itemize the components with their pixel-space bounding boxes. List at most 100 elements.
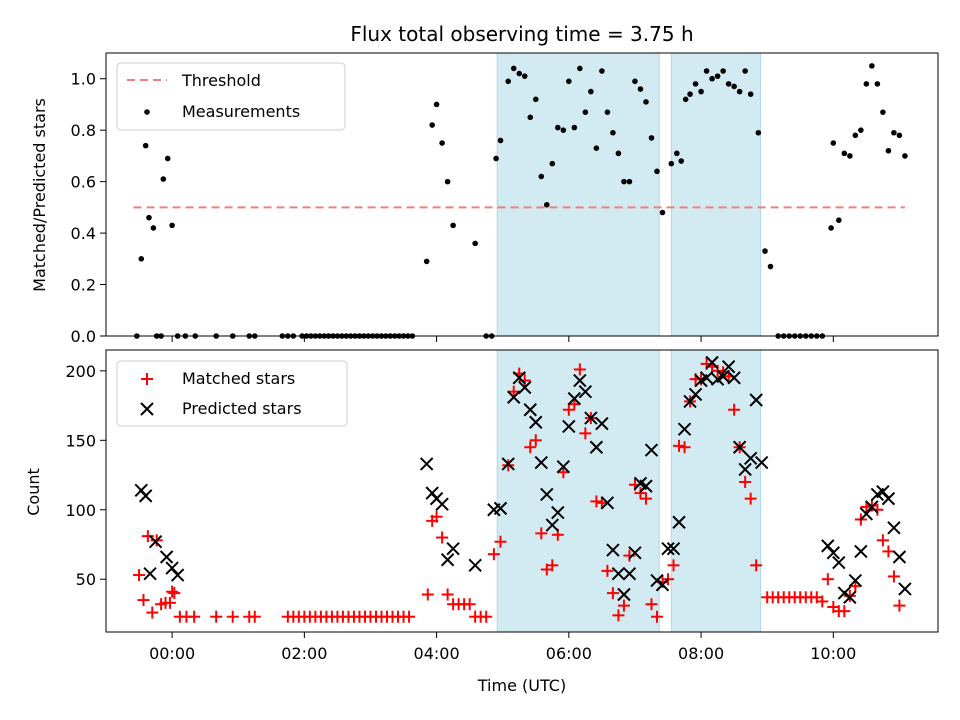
predicted-star-point xyxy=(716,369,730,384)
measurement-point xyxy=(549,160,556,167)
matched-star-point xyxy=(562,403,575,416)
measurement-point xyxy=(610,129,616,136)
predicted-star-point xyxy=(595,416,609,431)
measurement-point xyxy=(142,142,149,149)
predicted-star-point xyxy=(617,587,631,602)
predicted-star-point xyxy=(518,380,532,395)
y-tick-label: 0.8 xyxy=(71,121,96,140)
matched-star-point xyxy=(529,434,542,447)
predicted-star-point xyxy=(743,451,758,466)
matched-star-point xyxy=(141,530,154,543)
matched-star-point xyxy=(601,564,614,577)
measurements-legend-swatch xyxy=(144,109,150,115)
matched-star-point xyxy=(750,559,763,572)
x-tick-label: 10:00 xyxy=(810,644,856,663)
measurement-point xyxy=(668,160,675,167)
matched-star-point xyxy=(893,599,906,612)
measurement-point xyxy=(880,109,886,115)
matched-star-point xyxy=(860,500,873,513)
predicted-star-point xyxy=(848,573,863,588)
predicted-star-point xyxy=(159,550,174,564)
predicted-star-point xyxy=(887,521,901,535)
measurement-point xyxy=(863,81,870,87)
measurement-point xyxy=(621,178,627,185)
predicted-star-point xyxy=(545,518,560,532)
predicted-star-point xyxy=(600,496,615,510)
predicted-star-point xyxy=(468,558,482,573)
measurement-point xyxy=(527,114,534,121)
measurement-point xyxy=(847,153,853,159)
matched-star-point xyxy=(882,545,895,558)
bottom-legend: Matched stars Predicted stars xyxy=(116,360,348,427)
matched-star-point xyxy=(650,610,663,623)
y-tick-label: 150 xyxy=(65,431,96,450)
matched-star-point xyxy=(678,441,691,454)
measurement-point xyxy=(555,124,561,131)
measurement-point xyxy=(703,68,710,74)
legend-matched-label: Matched stars xyxy=(182,369,295,388)
predicted-star-point xyxy=(754,455,769,470)
measurement-point xyxy=(543,201,550,208)
matched-star-point xyxy=(436,531,449,544)
predicted-star-point xyxy=(529,415,543,429)
x-tick-label: 08:00 xyxy=(678,644,724,663)
measurement-point xyxy=(747,91,754,97)
predicted-star-point xyxy=(507,390,521,404)
matched-star-point xyxy=(590,495,603,508)
predicted-star-point xyxy=(892,550,907,564)
predicted-star-point xyxy=(859,507,874,521)
top-legend-box xyxy=(116,62,346,131)
legend-threshold-label: Threshold xyxy=(181,71,261,90)
measurement-point xyxy=(599,68,605,74)
measurement-point xyxy=(505,78,512,85)
matched-star-point xyxy=(595,496,608,509)
predicted-star-point xyxy=(727,371,741,385)
matched-star-point xyxy=(728,403,741,416)
predicted-star-point xyxy=(556,459,571,474)
measurement-point xyxy=(604,109,611,115)
shaded-interval xyxy=(496,349,660,633)
x-tick-label: 04:00 xyxy=(414,644,460,663)
measurement-point xyxy=(714,73,721,79)
predicted-star-point xyxy=(440,553,455,567)
matched-star-point xyxy=(673,439,686,452)
predicted-star-point xyxy=(523,403,537,417)
measurement-point xyxy=(720,68,726,74)
predicted-star-point xyxy=(821,539,835,553)
x-axis-label: Time (UTC) xyxy=(477,676,566,695)
matched-star-point xyxy=(168,587,181,600)
matched-star-point xyxy=(876,534,889,547)
predicted-star-point xyxy=(435,497,449,511)
predicted-star-point xyxy=(639,479,653,493)
predicted-legend-swatch xyxy=(140,402,154,416)
matched-star-point xyxy=(524,441,537,454)
bottom-legend-box xyxy=(116,360,348,427)
matched-legend-swatch xyxy=(141,373,153,385)
matched-star-point xyxy=(507,385,520,398)
bottom-panel: 00:00 02:00 04:00 06:00 08:00 10:00 50 100 150 20… xyxy=(24,349,939,695)
measurement-point xyxy=(736,88,743,95)
predicted-star-point xyxy=(655,578,670,592)
measurement-point xyxy=(626,178,633,185)
measurement-point xyxy=(858,127,864,133)
measurement-point xyxy=(571,124,578,131)
matched-star-point xyxy=(617,599,630,612)
measurement-point xyxy=(725,81,732,87)
measurement-point xyxy=(632,78,638,85)
shaded-interval xyxy=(670,52,762,337)
measurement-point xyxy=(510,65,517,72)
measurement-point xyxy=(682,96,689,103)
predicted-star-point xyxy=(534,455,548,470)
measurement-point xyxy=(869,63,875,69)
bottom-axes: 00:00 02:00 04:00 06:00 08:00 10:00 50 100 150 20… xyxy=(65,362,856,663)
measurement-point xyxy=(762,248,768,254)
predicted-star-points xyxy=(134,355,912,604)
measurement-point xyxy=(150,225,157,231)
measurement-point xyxy=(516,70,523,77)
matched-star-point xyxy=(188,610,201,623)
measurement-point xyxy=(678,158,685,164)
predicted-star-point xyxy=(446,541,460,556)
predicted-star-point xyxy=(622,566,637,581)
measurement-point xyxy=(433,101,440,108)
predicted-star-point xyxy=(832,555,846,570)
